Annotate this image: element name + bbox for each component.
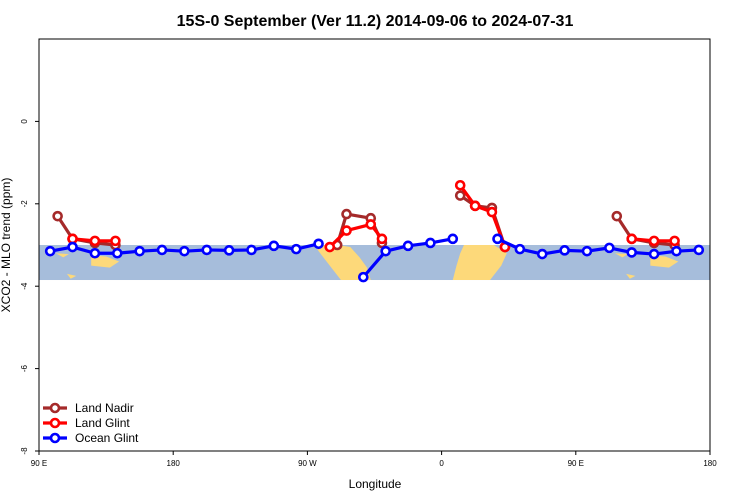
y-tick-label: -8 [20, 447, 29, 455]
legend-marker [49, 402, 61, 414]
data-point-land-glint [376, 233, 388, 245]
data-point-land-glint [454, 179, 466, 191]
legend-label: Land Nadir [75, 401, 134, 415]
x-tick-label: 90 E [568, 459, 584, 468]
data-point-ocean-glint [67, 241, 78, 253]
data-point-ocean-glint [581, 245, 593, 257]
data-point-ocean-glint [223, 245, 235, 256]
x-tick-label: 180 [703, 459, 717, 468]
data-point-land-glint [486, 206, 498, 218]
data-point-ocean-glint [559, 245, 570, 256]
data-point-ocean-glint [626, 247, 638, 258]
data-point-ocean-glint [425, 237, 436, 249]
legend-marker [49, 417, 61, 429]
plot-frame [38, 38, 711, 452]
x-tick-label: 0 [439, 459, 444, 468]
series-layer [44, 179, 705, 283]
y-axis: 0 -2 -4 -6 -8 [20, 119, 39, 455]
land-mass [66, 273, 77, 279]
y-tick-label: -6 [20, 364, 29, 372]
data-point-ocean-glint [536, 248, 548, 260]
data-point-land-glint [89, 235, 101, 247]
data-point-ocean-glint [44, 245, 56, 257]
data-point-ocean-glint [402, 240, 414, 252]
data-point-ocean-glint [313, 238, 324, 250]
data-point-ocean-glint [358, 271, 369, 283]
data-point-land-glint [626, 233, 638, 245]
data-point-ocean-glint [648, 248, 660, 260]
data-point-ocean-glint [201, 244, 213, 256]
data-point-ocean-glint [492, 233, 503, 245]
y-axis-label: XCO2 - MLO trend (ppm) [0, 178, 13, 313]
data-point-ocean-glint [671, 245, 682, 257]
series-line-land-glint [328, 222, 384, 249]
data-point-land-glint [365, 219, 377, 230]
data-point-ocean-glint [89, 247, 101, 259]
land-mass [91, 255, 120, 268]
series-line-land-glint [458, 184, 507, 248]
data-point-ocean-glint [447, 233, 459, 245]
data-point-ocean-glint [179, 245, 190, 257]
legend-label: Land Glint [75, 416, 130, 430]
x-axis: 90 E 180 90 W 0 90 E 180 [31, 451, 717, 468]
data-point-land-glint [110, 235, 121, 247]
axes [38, 38, 711, 452]
data-point-ocean-glint [246, 244, 257, 256]
data-point-land-glint [469, 200, 481, 212]
data-point-ocean-glint [380, 245, 391, 257]
land-mass [614, 253, 628, 258]
series-ocean-glint [44, 233, 705, 283]
data-point-land-nadir [454, 190, 466, 201]
data-point-land-glint [669, 235, 680, 247]
data-point-ocean-glint [290, 243, 302, 255]
x-tick-label: 90 W [298, 459, 317, 468]
y-tick-label: 0 [20, 119, 29, 124]
legend-item-ocean-glint: Ocean Glint [43, 431, 139, 445]
data-point-land-nadir [52, 210, 63, 222]
land-mass [55, 253, 69, 258]
data-point-ocean-glint [693, 244, 705, 256]
data-point-land-nadir [611, 210, 623, 222]
x-axis-label: Longitude [349, 477, 402, 491]
data-point-land-glint [67, 233, 78, 245]
land-mass [452, 245, 507, 281]
data-point-ocean-glint [111, 247, 123, 259]
data-point-ocean-glint [604, 242, 615, 254]
data-point-ocean-glint [268, 240, 280, 252]
legend-item-land-glint: Land Glint [43, 416, 130, 430]
land-mass [314, 245, 371, 281]
land-mass [650, 255, 679, 268]
y-tick-label: -2 [20, 200, 29, 208]
data-point-ocean-glint [134, 245, 145, 257]
series-line-ocean-glint [496, 237, 699, 256]
legend-item-land-nadir: Land Nadir [43, 401, 134, 415]
data-point-land-glint [341, 225, 352, 236]
legend-label: Ocean Glint [75, 431, 139, 445]
data-point-land-glint [648, 235, 660, 247]
chart-title: 15S-0 September (Ver 11.2) 2014-09-06 to… [177, 13, 574, 30]
data-point-land-glint [324, 241, 336, 253]
series-land-glint [67, 179, 680, 253]
land-mass [626, 273, 636, 279]
x-tick-label: 90 E [31, 459, 47, 468]
data-point-ocean-glint [156, 244, 168, 256]
series-land-nadir [52, 190, 680, 253]
x-tick-label: 180 [167, 459, 181, 468]
data-point-ocean-glint [514, 243, 526, 255]
y-tick-label: -4 [20, 282, 29, 290]
legend-marker [49, 432, 61, 444]
data-point-land-nadir [341, 208, 352, 220]
